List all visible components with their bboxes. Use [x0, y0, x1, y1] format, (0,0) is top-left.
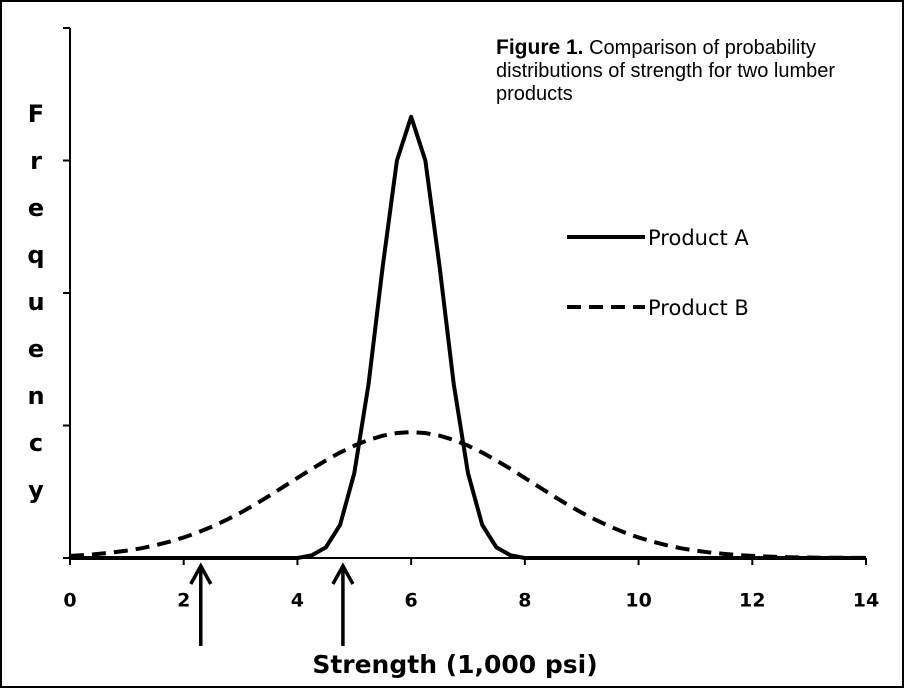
x-tick-label: 8 — [518, 590, 531, 612]
x-tick-label: 0 — [63, 590, 76, 612]
x-tick-label: 12 — [739, 590, 765, 612]
legend-label: Product A — [648, 226, 749, 250]
x-tick-label: 10 — [625, 590, 651, 612]
x-axis-label: Strength (1,000 psi) — [312, 650, 597, 679]
caption: Figure 1. Comparison of probability dist… — [496, 36, 886, 106]
figure-label: Figure 1. — [496, 36, 584, 59]
y-axis-label: Frequency — [22, 100, 50, 523]
x-tick-label: 4 — [291, 590, 304, 612]
series-line — [69, 430, 866, 560]
chart-title: Comparison of probability distributions … — [496, 37, 836, 105]
legend-label: Product B — [648, 296, 749, 320]
series-line — [70, 114, 866, 560]
arrow-head — [331, 562, 355, 585]
x-tick-label: 6 — [405, 590, 418, 612]
arrow-head — [189, 562, 213, 585]
x-tick-label: 2 — [177, 590, 190, 612]
x-tick-label: 14 — [853, 590, 879, 612]
